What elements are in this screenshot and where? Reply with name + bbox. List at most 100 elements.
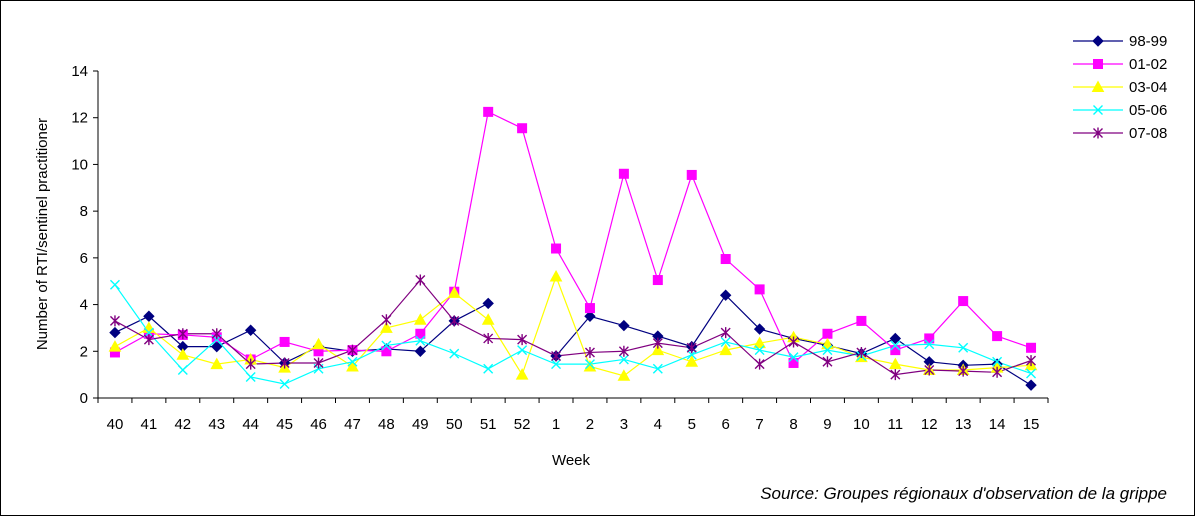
data-point-07-08 bbox=[958, 365, 969, 377]
data-point-03-04 bbox=[413, 313, 427, 325]
data-point-98-99 bbox=[618, 319, 630, 332]
data-point-03-04 bbox=[821, 337, 834, 350]
series-line-01-02 bbox=[114, 110, 1032, 364]
y-tick-label: 2 bbox=[80, 343, 88, 360]
x-tick-label: 41 bbox=[141, 416, 158, 433]
y-tick-label: 12 bbox=[71, 110, 88, 127]
data-point-03-04 bbox=[481, 313, 495, 325]
x-tick-label: 50 bbox=[446, 416, 463, 433]
data-point-05-06 bbox=[177, 364, 188, 375]
data-point-03-04 bbox=[380, 321, 393, 333]
data-point-98-99 bbox=[1025, 379, 1037, 391]
data-point-03-04 bbox=[447, 286, 461, 298]
legend-label-01-02: 01-02 bbox=[1129, 56, 1167, 73]
series-line-07-08 bbox=[114, 279, 1032, 376]
data-point-03-04 bbox=[888, 357, 902, 370]
data-point-07-08 bbox=[177, 328, 188, 340]
legend-label-05-06: 05-06 bbox=[1129, 102, 1167, 119]
data-point-03-04 bbox=[651, 343, 665, 356]
y-tick-label: 6 bbox=[80, 250, 88, 267]
data-point-98-99 bbox=[584, 310, 596, 322]
data-point-05-06 bbox=[618, 354, 629, 365]
data-point-05-06 bbox=[720, 336, 731, 347]
y-tick-label: 4 bbox=[80, 297, 88, 314]
data-point-03-04 bbox=[549, 270, 563, 282]
x-tick-label: 2 bbox=[586, 416, 594, 433]
chart-axes bbox=[97, 71, 1048, 399]
x-tick-label: 48 bbox=[378, 416, 395, 433]
source-note: Source: Groupes régionaux d'observation … bbox=[760, 484, 1167, 503]
data-point-01-02 bbox=[279, 336, 290, 347]
data-point-03-04 bbox=[176, 348, 190, 360]
data-point-98-99 bbox=[143, 310, 155, 322]
legend-label-98-99: 98-99 bbox=[1129, 33, 1167, 50]
data-point-05-06 bbox=[483, 363, 494, 374]
data-point-05-06 bbox=[788, 352, 799, 363]
x-axis-ticks: 40 41 42 43 44 45 46 47 48 49 50 51 52 1 2 3 4 5 6 7 8 9 10 11 1… bbox=[97, 398, 1049, 433]
data-point-07-08 bbox=[109, 315, 120, 327]
y-tick-label: 10 bbox=[71, 156, 88, 173]
data-point-07-08 bbox=[890, 369, 901, 381]
data-point-98-99 bbox=[414, 345, 427, 357]
data-point-03-04 bbox=[685, 355, 699, 367]
data-point-07-08 bbox=[754, 358, 765, 370]
series-markers bbox=[108, 106, 1038, 391]
x-tick-label: 44 bbox=[242, 416, 259, 433]
data-point-05-06 bbox=[415, 335, 426, 346]
x-tick-label: 8 bbox=[789, 416, 797, 433]
data-point-03-04 bbox=[515, 368, 529, 380]
data-point-05-06 bbox=[347, 356, 358, 367]
data-point-07-08 bbox=[1026, 355, 1037, 367]
data-point-07-08 bbox=[856, 346, 867, 358]
data-point-01-02 bbox=[652, 275, 663, 286]
y-tick-label: 8 bbox=[80, 203, 88, 220]
data-point-01-02 bbox=[754, 284, 765, 295]
data-point-01-02 bbox=[924, 333, 935, 344]
x-axis-title: Week bbox=[552, 452, 591, 469]
data-point-01-02 bbox=[517, 123, 528, 134]
data-point-05-06 bbox=[245, 371, 256, 382]
data-point-05-06 bbox=[584, 359, 595, 370]
legend-marker-05-06 bbox=[1093, 105, 1103, 115]
x-tick-label: 45 bbox=[276, 416, 293, 433]
data-point-01-02 bbox=[686, 169, 697, 180]
data-point-05-06 bbox=[381, 340, 392, 351]
data-point-98-99 bbox=[211, 340, 223, 353]
legend-marker-03-04 bbox=[1091, 80, 1105, 92]
data-point-98-99 bbox=[109, 326, 121, 339]
x-tick-label: 46 bbox=[310, 416, 327, 433]
data-point-05-06 bbox=[924, 339, 935, 350]
data-point-07-08 bbox=[720, 327, 731, 339]
data-point-03-04 bbox=[210, 357, 224, 370]
data-point-05-06 bbox=[652, 363, 663, 374]
data-point-01-02 bbox=[788, 357, 799, 368]
x-tick-label: 51 bbox=[480, 416, 497, 433]
data-point-01-02 bbox=[856, 315, 867, 326]
data-point-01-02 bbox=[822, 328, 833, 339]
x-tick-label: 3 bbox=[620, 416, 628, 433]
data-point-07-08 bbox=[517, 334, 528, 346]
data-point-01-02 bbox=[1026, 342, 1037, 353]
data-point-05-06 bbox=[754, 345, 765, 356]
data-point-01-02 bbox=[415, 328, 426, 339]
y-axis-title: Number of RTI/sentinel practitioner bbox=[34, 118, 51, 350]
data-point-07-08 bbox=[143, 334, 154, 346]
data-point-01-02 bbox=[890, 345, 901, 356]
data-point-01-02 bbox=[483, 106, 494, 117]
data-point-01-02 bbox=[720, 254, 731, 265]
data-point-05-06 bbox=[992, 356, 1003, 367]
x-tick-label: 5 bbox=[688, 416, 696, 433]
data-point-05-06 bbox=[1026, 368, 1037, 379]
data-point-07-08 bbox=[279, 357, 290, 369]
data-point-07-08 bbox=[347, 344, 358, 356]
data-point-03-04 bbox=[346, 359, 359, 372]
data-point-01-02 bbox=[551, 243, 562, 254]
series-line-05-06 bbox=[114, 284, 1032, 385]
data-point-07-08 bbox=[313, 357, 324, 369]
data-point-03-04 bbox=[108, 340, 122, 352]
data-point-01-02 bbox=[992, 331, 1003, 342]
data-point-03-04 bbox=[753, 336, 766, 349]
data-point-07-08 bbox=[415, 274, 426, 286]
data-point-07-08 bbox=[211, 328, 222, 340]
